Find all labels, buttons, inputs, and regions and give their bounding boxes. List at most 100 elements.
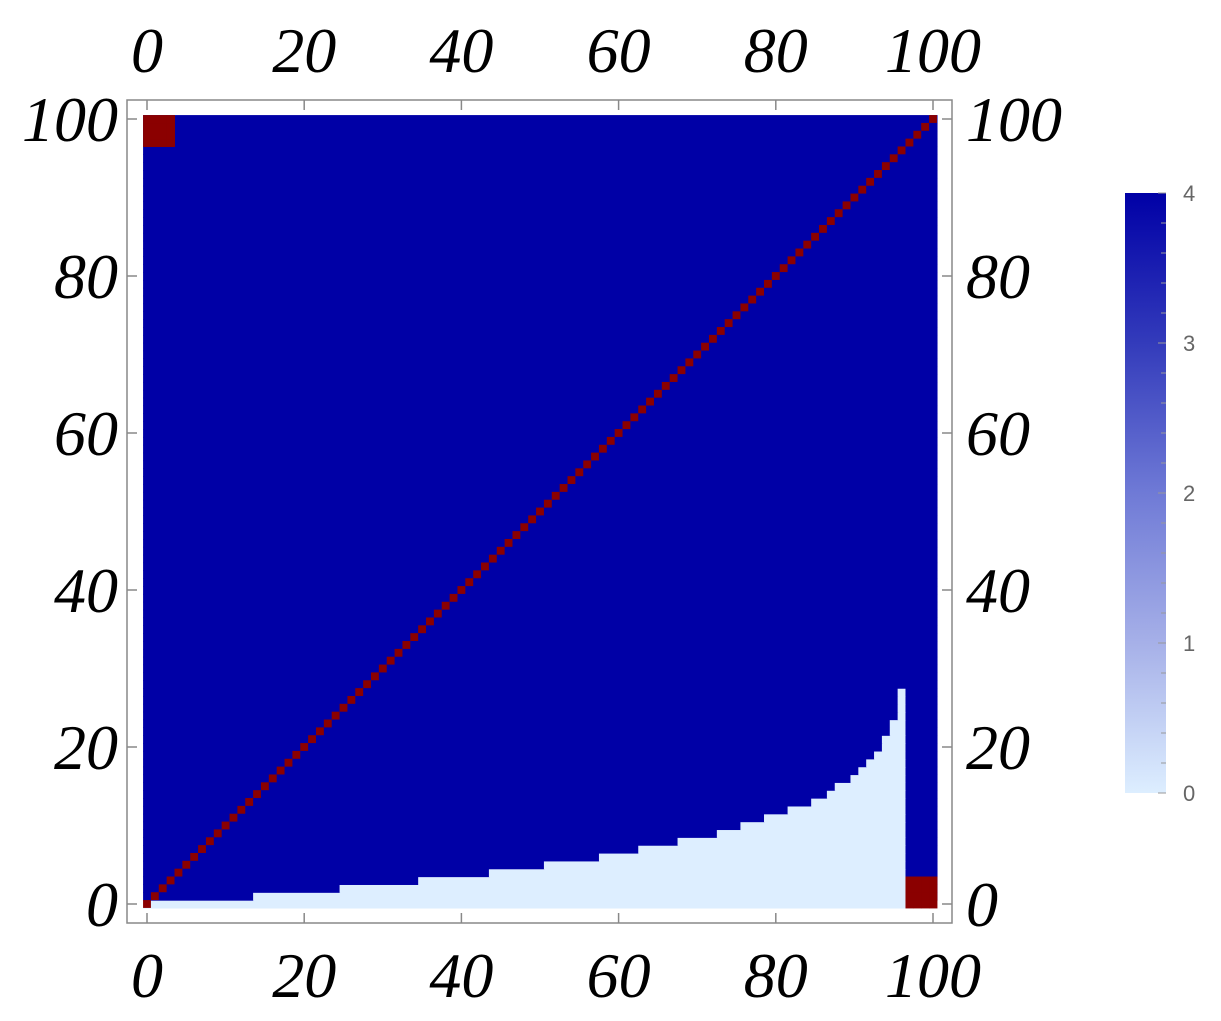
colorbar: 0 1 2 3 4	[1125, 181, 1195, 806]
x-tick-label-bottom: 80	[744, 940, 808, 1011]
y-tick-label-left: 80	[54, 241, 118, 312]
heatmap-cell-run	[143, 154, 938, 163]
diagonal-cell	[528, 515, 537, 524]
heatmap-cell-run	[339, 884, 907, 893]
diagonal-cell	[913, 130, 922, 139]
diagonal-cell	[826, 217, 835, 225]
heatmap-cell-run	[143, 617, 938, 626]
heatmap-cell-run	[740, 821, 907, 831]
corner-patch-cell	[143, 138, 152, 147]
diagonal-cell	[323, 719, 332, 728]
y-tick-label-left: 0	[86, 869, 118, 940]
heatmap-cell-run	[905, 821, 938, 831]
heatmap-cell-run	[905, 790, 938, 799]
heatmap-cell-run	[143, 327, 938, 336]
corner-patch-cell	[143, 130, 152, 140]
diagonal-cell	[158, 884, 167, 893]
heatmap-cell-run	[143, 672, 938, 681]
heatmap-cell-run	[905, 703, 938, 713]
heatmap-cell-run	[488, 868, 907, 878]
heatmap-cell-run	[143, 680, 938, 689]
corner-patch-cell	[166, 122, 176, 132]
heatmap-cell-run	[143, 735, 883, 744]
heatmap-cell-run	[598, 852, 907, 862]
heatmap-cell-run	[143, 688, 899, 697]
heatmap-cell-run	[418, 876, 907, 885]
heatmap-cell-run	[905, 868, 938, 878]
heatmap-cell-run	[143, 852, 600, 862]
heatmap-cell-run	[143, 201, 938, 210]
colorbar-tick-label: 3	[1183, 331, 1195, 356]
heatmap-cell-run	[143, 546, 938, 556]
diagonal-cell	[905, 138, 914, 147]
diagonal-cell	[536, 507, 544, 516]
corner-patch-cell	[905, 876, 914, 885]
heatmap-cell-run	[143, 193, 938, 203]
heatmap-cell-run	[143, 562, 938, 571]
heatmap-cell-run	[143, 719, 891, 728]
diagonal-cell	[174, 868, 183, 877]
x-tick-label-top: 60	[587, 15, 651, 86]
heatmap-cell-run	[811, 798, 907, 807]
diagonal-cell	[819, 224, 827, 233]
heatmap-cell-run	[143, 224, 938, 234]
heatmap-cell-run	[143, 476, 938, 485]
heatmap-cell-run	[143, 633, 938, 642]
colorbar-tick-label: 2	[1183, 481, 1195, 506]
heatmap-cell-run	[764, 813, 907, 823]
diagonal-cell	[520, 523, 529, 532]
heatmap-cell-run	[143, 790, 828, 799]
heatmap-cell-run	[143, 578, 938, 587]
heatmap-cell-run	[143, 389, 938, 399]
diagonal-cell	[284, 758, 293, 767]
diagonal-cell	[677, 366, 686, 375]
diagonal-cell	[481, 562, 489, 571]
diagonal-cell	[606, 436, 615, 445]
y-tick-label-left: 40	[54, 555, 118, 626]
diagonal-cell	[748, 295, 757, 304]
heatmap-cell-run	[716, 829, 907, 838]
heatmap-cell-run	[143, 570, 938, 579]
diagonal-cell	[638, 405, 647, 414]
heatmap-cell-run	[143, 138, 938, 148]
diagonal-cell	[253, 790, 261, 799]
diagonal-cell	[355, 688, 364, 696]
diagonal-cell	[929, 115, 937, 123]
heatmap-cell-run	[897, 688, 907, 697]
heatmap-cell-run	[143, 452, 938, 462]
heatmap-cell-run	[143, 170, 938, 179]
heatmap-cell-run	[143, 821, 742, 831]
corner-patch-cell	[913, 876, 922, 885]
heatmap-cell-run	[143, 601, 938, 611]
x-tick-label-top: 0	[131, 15, 163, 86]
heatmap-cell-run	[143, 884, 341, 893]
heatmap-cell-run	[143, 397, 938, 407]
heatmap-cell-run	[143, 366, 938, 375]
heatmap-cell-run	[143, 334, 938, 344]
heatmap-cell-run	[874, 750, 907, 760]
diagonal-cell	[268, 774, 277, 783]
diagonal-cell	[764, 279, 772, 288]
heatmap-cell-run	[143, 829, 718, 838]
heatmap-cell-run	[143, 845, 639, 854]
corner-patch-cell	[921, 884, 930, 893]
diagonal-cell	[653, 389, 662, 398]
diagonal-cell	[795, 248, 804, 257]
x-tick-label-top: 40	[429, 15, 493, 86]
corner-patch-cell	[913, 884, 922, 893]
y-tick-label-left: 20	[54, 712, 118, 783]
heatmap-cell-run	[143, 146, 938, 155]
x-tick-label-top: 80	[744, 15, 808, 86]
y-tick-label-right: 40	[966, 555, 1030, 626]
heatmap-cell-run	[143, 876, 419, 885]
diagonal-cell	[740, 303, 749, 312]
heatmap-cell-run	[143, 860, 545, 870]
heatmap-cell-run	[143, 727, 891, 736]
diagonal-cell	[724, 319, 733, 328]
heatmap-cell-run	[143, 217, 938, 226]
heatmap-cell-run	[889, 719, 907, 728]
diagonal-cell	[897, 146, 906, 155]
corner-patch-cell	[921, 876, 930, 885]
